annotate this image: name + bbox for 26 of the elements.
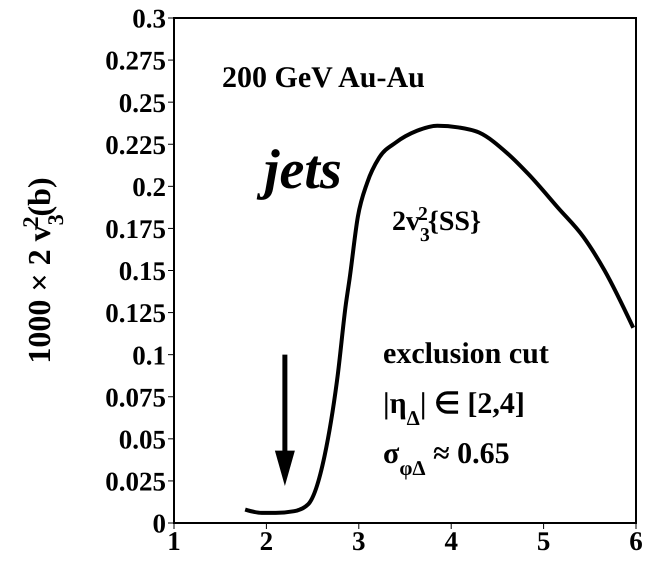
x-tick-label: 2 [260,526,274,556]
y-tick-label: 0.275 [105,46,166,76]
y-tick-label: 0.225 [105,130,166,160]
x-tick-label: 3 [352,526,366,556]
annotation: 2v$_{3}$$^{2}${SS} [392,204,482,246]
y-tick-label: 0.075 [105,382,166,412]
annotation: σ$_{φΔ}$ ≈ 0.65 [383,437,510,480]
x-tick-label: 5 [536,526,550,556]
annotation: exclusion cut [383,337,549,370]
x-tick-label: 4 [444,526,458,556]
y-tick-label: 0.3 [132,4,166,34]
annotation: 200 GeV Au-Au [222,61,425,94]
y-tick-label: 0.125 [105,298,166,328]
x-tick-label: 6 [629,526,643,556]
y-tick-label: 0 [152,508,166,539]
y-tick-label: 0.2 [132,172,166,202]
x-tick-label: 1 [167,526,181,556]
y-tick-label: 0.25 [118,88,166,118]
annotation: jets [256,139,342,201]
y-tick-label: 0.175 [105,214,166,244]
y-tick-label: 0.025 [105,466,166,496]
annotation: |η$_{Δ}$| ∈ [2,4] [383,387,525,430]
y-tick-label: 0.1 [132,340,166,370]
line-series [243,124,636,515]
y-tick-label: 0.15 [118,256,166,286]
y-tick-label: 0.05 [118,424,166,454]
